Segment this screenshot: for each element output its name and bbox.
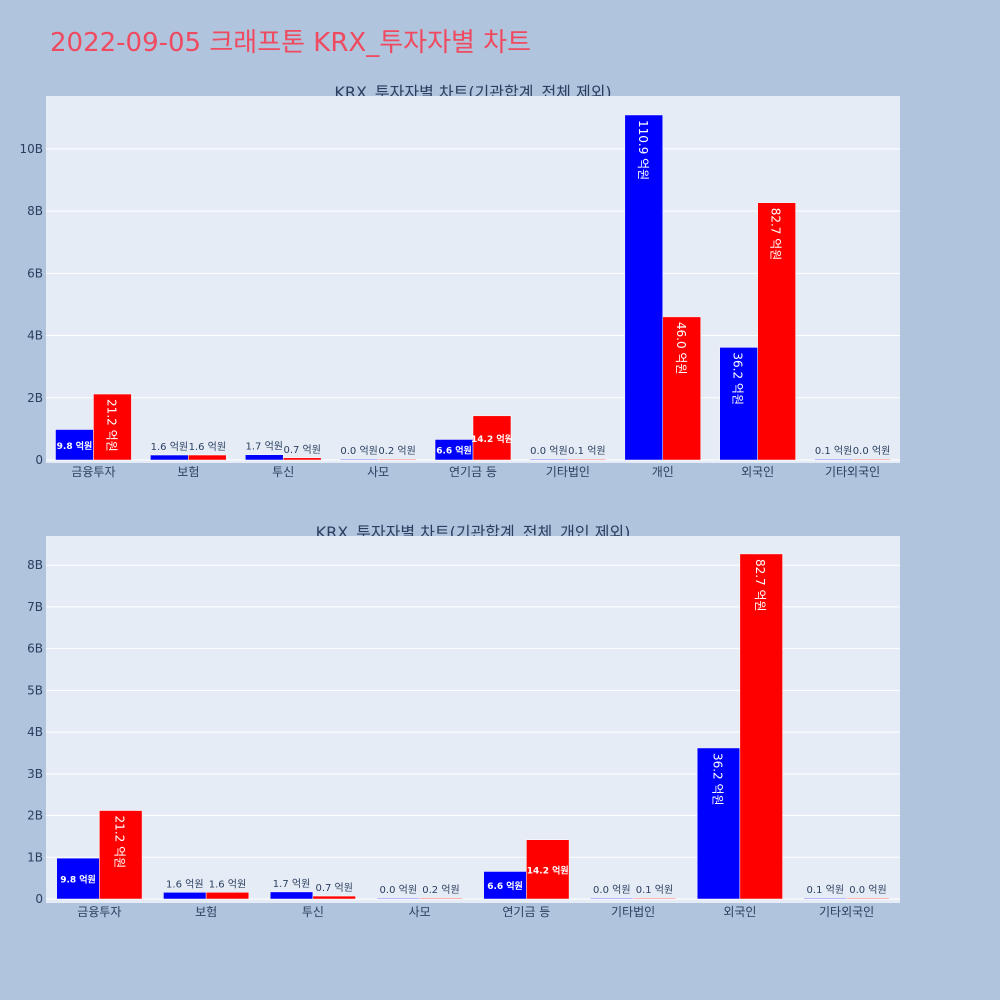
x-tick-label: 사모 [409,905,431,919]
data-label: 0.0 억원 [380,884,417,896]
data-label: 0.2 억원 [378,445,415,457]
bar [852,458,891,461]
data-label: 36.2 억원 [711,753,725,806]
bar [93,393,132,461]
bar [419,897,463,900]
x-tick-label: 기타외국인 [825,465,880,479]
data-label: 1.6 억원 [189,441,226,453]
data-label: 9.8 억원 [57,440,93,452]
bar [472,415,512,461]
bar [205,892,250,900]
data-label: 46.0 억원 [674,322,688,375]
bar [696,747,741,900]
y-tick-label: 7B [27,600,43,614]
data-label: 0.1 억원 [807,884,844,896]
bar [163,892,207,900]
y-tick-label: 3B [27,767,43,781]
data-label: 6.6 억원 [487,880,523,892]
data-label: 0.7 억원 [315,882,352,894]
x-tick-label: 기타법인 [546,465,590,479]
bar [662,316,701,461]
bar [739,553,783,900]
y-tick-label: 0 [35,892,43,906]
data-label: 21.2 억원 [113,816,127,869]
data-label: 0.7 억원 [283,444,320,456]
data-label: 0.0 억원 [849,884,886,896]
bar [624,114,664,461]
data-label: 1.7 억원 [273,878,310,890]
bar [632,897,677,900]
y-tick-label: 4B [27,329,43,343]
data-label: 1.6 억원 [209,878,246,890]
x-tick-label: 금융투자 [77,905,121,919]
data-label: 0.1 억원 [636,884,673,896]
bar [282,457,322,461]
bar [55,429,94,461]
bar [567,458,607,461]
x-tick-label: 사모 [367,465,389,479]
data-label: 110.9 억원 [636,120,650,180]
x-tick-label: 투신 [302,905,324,919]
y-tick-label: 6B [27,642,43,656]
data-label: 82.7 억원 [753,559,767,612]
data-label: 21.2 억원 [104,399,118,452]
x-tick-label: 금융투자 [71,465,115,479]
x-tick-label: 보험 [177,465,199,479]
x-tick-label: 투신 [272,465,294,479]
data-label: 6.6 억원 [436,445,472,457]
bar [846,897,890,900]
bar [269,891,314,900]
data-label: 0.0 억원 [593,884,630,896]
data-label: 82.7 억원 [769,208,783,261]
x-tick-label: 연기금 등 [502,905,550,919]
data-label: 1.7 억원 [246,441,283,453]
x-tick-label: 외국인 [723,905,756,919]
bar [188,454,227,461]
bar [312,895,356,900]
y-tick-label: 2B [27,809,43,823]
data-label: 14.2 억원 [527,864,569,876]
data-label: 0.0 억원 [853,445,890,457]
bar [245,454,284,461]
x-tick-label: 외국인 [741,465,774,479]
bar [803,897,847,900]
y-tick-label: 5B [27,683,43,697]
bar [526,839,570,900]
page-title: 2022-09-05 크래프톤 KRX_투자자별 차트 [50,28,532,58]
y-tick-label: 4B [27,725,43,739]
data-label: 0.0 억원 [530,445,567,457]
data-label: 1.6 억원 [151,441,188,453]
bar [757,202,796,461]
bar [56,857,100,900]
data-label: 0.0 억원 [340,445,377,457]
y-tick-label: 6B [27,266,43,280]
data-label: 1.6 억원 [166,878,203,890]
bar [376,897,420,900]
y-tick-label: 8B [27,558,43,572]
x-tick-label: 개인 [652,465,674,479]
data-label: 9.8 억원 [60,874,96,886]
y-tick-label: 0 [35,453,43,467]
data-label: 14.2 억원 [471,433,513,445]
x-tick-label: 기타외국인 [819,905,874,919]
bar [590,897,634,900]
data-label: 36.2 억원 [731,352,745,405]
bar [483,871,527,900]
y-tick-label: 1B [27,850,43,864]
data-label: 0.2 억원 [422,884,459,896]
y-tick-label: 10B [19,142,43,156]
x-tick-label: 보험 [195,905,217,919]
y-tick-label: 2B [27,391,43,405]
bar [377,458,417,461]
x-tick-label: 기타법인 [611,905,655,919]
bar [99,810,143,900]
data-label: 0.1 억원 [815,445,852,457]
y-tick-label: 8B [27,204,43,218]
data-label: 0.1 억원 [568,445,605,457]
x-tick-label: 연기금 등 [449,465,497,479]
